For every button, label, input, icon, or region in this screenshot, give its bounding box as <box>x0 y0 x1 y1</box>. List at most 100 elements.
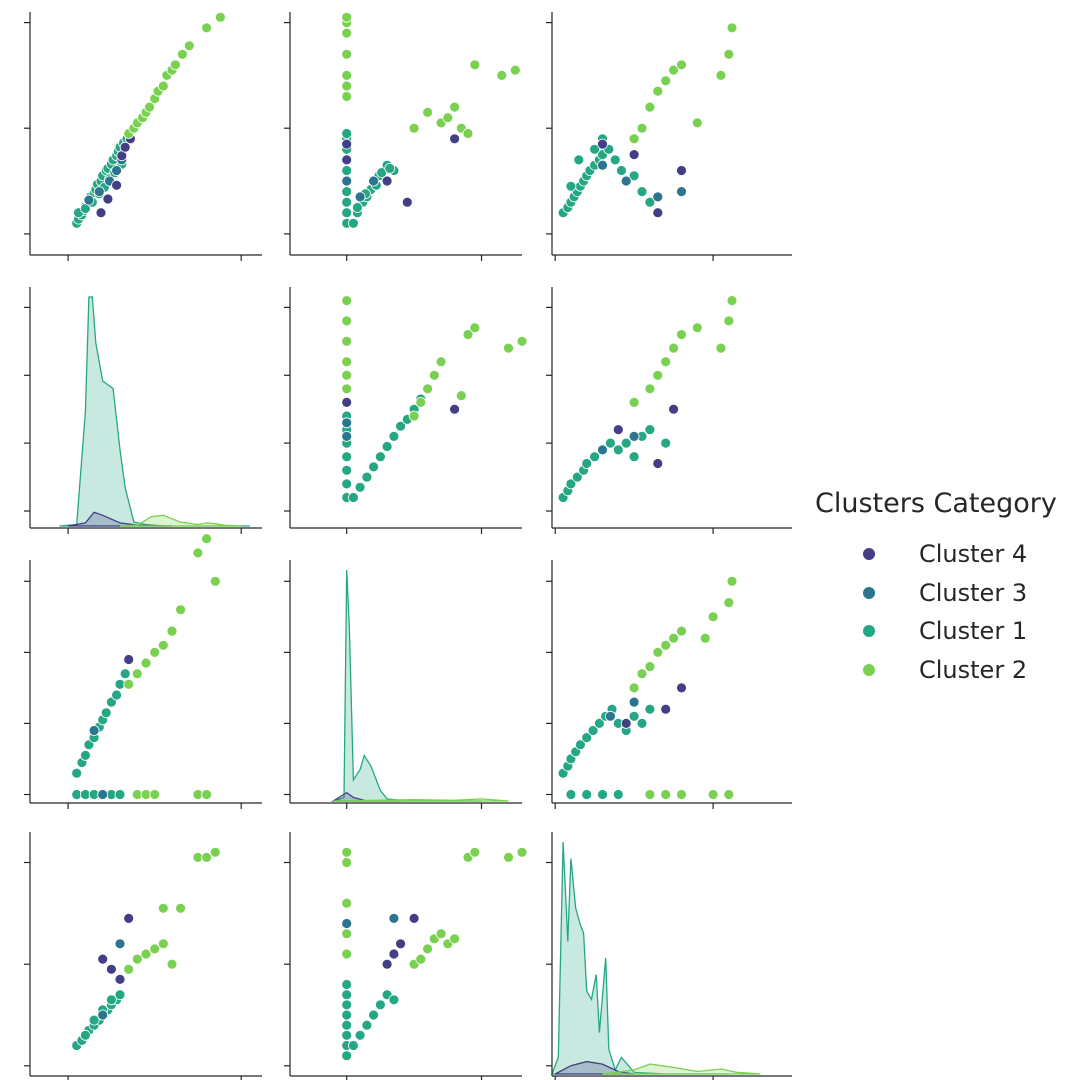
scatter-point-cluster-2 <box>652 369 664 381</box>
scatter-point-cluster-2 <box>149 647 161 658</box>
scatter-point-cluster-2 <box>660 789 672 800</box>
scatter-point-cluster-1 <box>71 767 83 779</box>
scatter-point-cluster-1 <box>341 451 353 463</box>
scatter-point-cluster-2 <box>408 410 420 422</box>
scatter-point-cluster-2 <box>201 789 213 800</box>
scatter-point-cluster-1 <box>351 202 363 213</box>
scatter-point-cluster-2 <box>144 101 155 113</box>
scatter-point-cluster-2 <box>516 335 528 347</box>
scatter-point-cluster-2 <box>723 597 735 608</box>
scatter-point-cluster-1 <box>612 789 624 800</box>
panel-r2-c0 <box>24 533 262 809</box>
scatter-point-cluster-4 <box>381 175 393 187</box>
scatter-point-cluster-2 <box>149 789 161 800</box>
scatter-point-cluster-2 <box>723 789 735 800</box>
scatter-point-cluster-4 <box>395 938 407 950</box>
scatter-point-cluster-2 <box>668 64 679 76</box>
scatter-point-cluster-2 <box>341 11 353 23</box>
scatter-point-cluster-2 <box>140 657 152 669</box>
scatter-point-cluster-4 <box>408 913 420 924</box>
legend-marker-cluster-4 <box>863 548 875 561</box>
scatter-point-cluster-1 <box>361 471 373 483</box>
scatter-point-cluster-2 <box>341 315 353 327</box>
scatter-point-cluster-1 <box>628 710 640 722</box>
scatter-point-cluster-2 <box>209 846 221 858</box>
scatter-point-cluster-3 <box>676 186 687 198</box>
scatter-point-cluster-2 <box>691 322 703 334</box>
panel-r0-c1 <box>284 11 522 261</box>
scatter-point-cluster-4 <box>620 718 632 729</box>
scatter-point-cluster-2 <box>469 322 481 334</box>
panel-r1-c0 <box>24 287 262 534</box>
scatter-point-cluster-1 <box>80 750 91 761</box>
scatter-point-cluster-1 <box>616 165 627 176</box>
legend-marker-cluster-1 <box>863 625 875 638</box>
scatter-point-cluster-4 <box>597 138 608 150</box>
scatter-point-cluster-2 <box>435 928 447 940</box>
scatter-point-cluster-2 <box>201 22 213 34</box>
scatter-point-cluster-1 <box>347 492 359 503</box>
scatter-point-cluster-1 <box>660 437 672 449</box>
scatter-point-cluster-2 <box>341 948 353 960</box>
scatter-point-cluster-1 <box>347 217 359 229</box>
scatter-point-cluster-2 <box>341 846 353 858</box>
scatter-point-cluster-2 <box>428 369 440 381</box>
scatter-point-cluster-2 <box>209 575 221 587</box>
scatter-point-cluster-1 <box>341 207 353 219</box>
scatter-point-cluster-1 <box>341 464 353 476</box>
scatter-point-cluster-4 <box>652 458 664 469</box>
scatter-point-cluster-2 <box>422 943 434 955</box>
scatter-point-cluster-3 <box>605 710 616 722</box>
scatter-point-cluster-2 <box>726 575 738 587</box>
scatter-point-cluster-1 <box>565 478 577 490</box>
scatter-point-cluster-2 <box>691 117 703 129</box>
scatter-point-cluster-3 <box>628 696 640 708</box>
scatter-point-cluster-1 <box>644 703 656 715</box>
scatter-point-cluster-3 <box>93 186 105 198</box>
scatter-point-cluster-2 <box>214 11 226 23</box>
scatter-point-cluster-3 <box>341 417 353 429</box>
panel-r3-c0 <box>24 832 262 1080</box>
scatter-point-cluster-1 <box>589 143 600 155</box>
scatter-point-cluster-2 <box>660 639 672 651</box>
scatter-point-cluster-2 <box>415 396 427 408</box>
legend-label-cluster-4: Cluster 4 <box>919 540 1028 569</box>
scatter-point-cluster-1 <box>628 451 640 463</box>
panel-r0-c2 <box>546 12 792 261</box>
scatter-point-cluster-2 <box>509 64 521 76</box>
scatter-point-cluster-2 <box>707 789 719 800</box>
scatter-point-cluster-2 <box>652 647 664 658</box>
scatter-point-cluster-2 <box>201 533 213 545</box>
scatter-point-cluster-2 <box>726 295 738 307</box>
scatter-point-cluster-2 <box>157 938 169 950</box>
scatter-point-cluster-1 <box>612 444 624 456</box>
scatter-point-cluster-2 <box>644 661 656 672</box>
scatter-point-cluster-4 <box>449 403 461 415</box>
scatter-point-cluster-1 <box>575 739 586 751</box>
scatter-point-cluster-1 <box>341 1029 353 1041</box>
scatter-point-cluster-1 <box>395 420 407 432</box>
scatter-point-cluster-1 <box>341 196 353 208</box>
scatter-point-cluster-2 <box>341 27 353 39</box>
scatter-point-cluster-2 <box>341 383 353 395</box>
kde-curve-cluster-2 <box>333 798 509 802</box>
scatter-point-cluster-2 <box>676 625 687 637</box>
scatter-point-cluster-2 <box>676 329 687 340</box>
scatter-point-cluster-3 <box>341 430 353 442</box>
scatter-point-cluster-4 <box>341 154 353 166</box>
kde-curve-cluster-1 <box>332 569 482 802</box>
scatter-point-cluster-4 <box>628 149 640 161</box>
scatter-point-cluster-2 <box>183 40 195 52</box>
scatter-point-cluster-1 <box>341 186 353 198</box>
scatter-point-cluster-4 <box>106 963 117 975</box>
scatter-point-cluster-2 <box>341 369 353 381</box>
scatter-point-cluster-2 <box>636 668 648 680</box>
scatter-point-cluster-4 <box>123 654 135 665</box>
scatter-point-cluster-1 <box>341 1050 353 1062</box>
scatter-point-cluster-2 <box>628 133 640 145</box>
scatter-point-cluster-3 <box>341 175 353 187</box>
panel-r1-c1 <box>284 287 528 534</box>
scatter-point-cluster-2 <box>628 396 640 408</box>
scatter-point-cluster-3 <box>111 165 122 176</box>
scatter-point-cluster-2 <box>341 48 353 60</box>
